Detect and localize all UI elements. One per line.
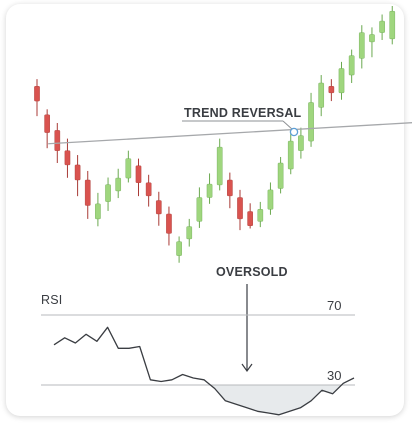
candle-up xyxy=(207,184,212,197)
candle-down xyxy=(227,180,232,196)
candle-down xyxy=(166,214,171,233)
candle-up xyxy=(390,11,395,39)
candle-up xyxy=(217,147,222,185)
rsi-line xyxy=(54,327,354,415)
candle-down xyxy=(136,166,141,183)
candle-up xyxy=(258,209,263,221)
candle-down xyxy=(34,86,39,101)
trend-reversal-marker xyxy=(290,128,297,135)
candle-down xyxy=(55,130,60,150)
candle-down xyxy=(156,201,161,214)
candle-up xyxy=(177,242,182,256)
candle-up xyxy=(359,33,364,59)
candle-up xyxy=(126,159,131,178)
candle-up xyxy=(288,141,293,169)
candle-up xyxy=(268,190,273,209)
candle-down xyxy=(75,165,80,180)
candle-up xyxy=(369,34,374,41)
candle-up xyxy=(339,68,344,92)
candle-up xyxy=(349,56,354,75)
candle-up xyxy=(380,21,385,33)
candle-down xyxy=(65,151,70,165)
candle-up xyxy=(197,198,202,222)
candle-down xyxy=(237,198,242,219)
rsi-level-70-label: 70 xyxy=(327,298,341,313)
candle-down xyxy=(248,212,253,226)
candle-up xyxy=(319,83,324,107)
candle-up xyxy=(298,136,303,151)
candle-down xyxy=(329,86,334,93)
rsi-label: RSI xyxy=(41,293,62,307)
trend-reversal-label: TREND REVERSAL xyxy=(184,106,302,120)
candle-down xyxy=(146,183,151,196)
rsi-oversold-fill xyxy=(210,385,341,415)
candle-down xyxy=(85,180,90,205)
candle-down xyxy=(45,115,50,133)
candle-up xyxy=(308,102,313,141)
oversold-label: OVERSOLD xyxy=(216,265,288,279)
candle-up xyxy=(105,185,110,202)
candle-up xyxy=(187,227,192,239)
candle-up xyxy=(95,204,100,219)
candle-up xyxy=(116,178,121,191)
rsi-level-30-label: 30 xyxy=(327,368,341,383)
trendline xyxy=(48,123,412,144)
candle-up xyxy=(278,163,283,188)
